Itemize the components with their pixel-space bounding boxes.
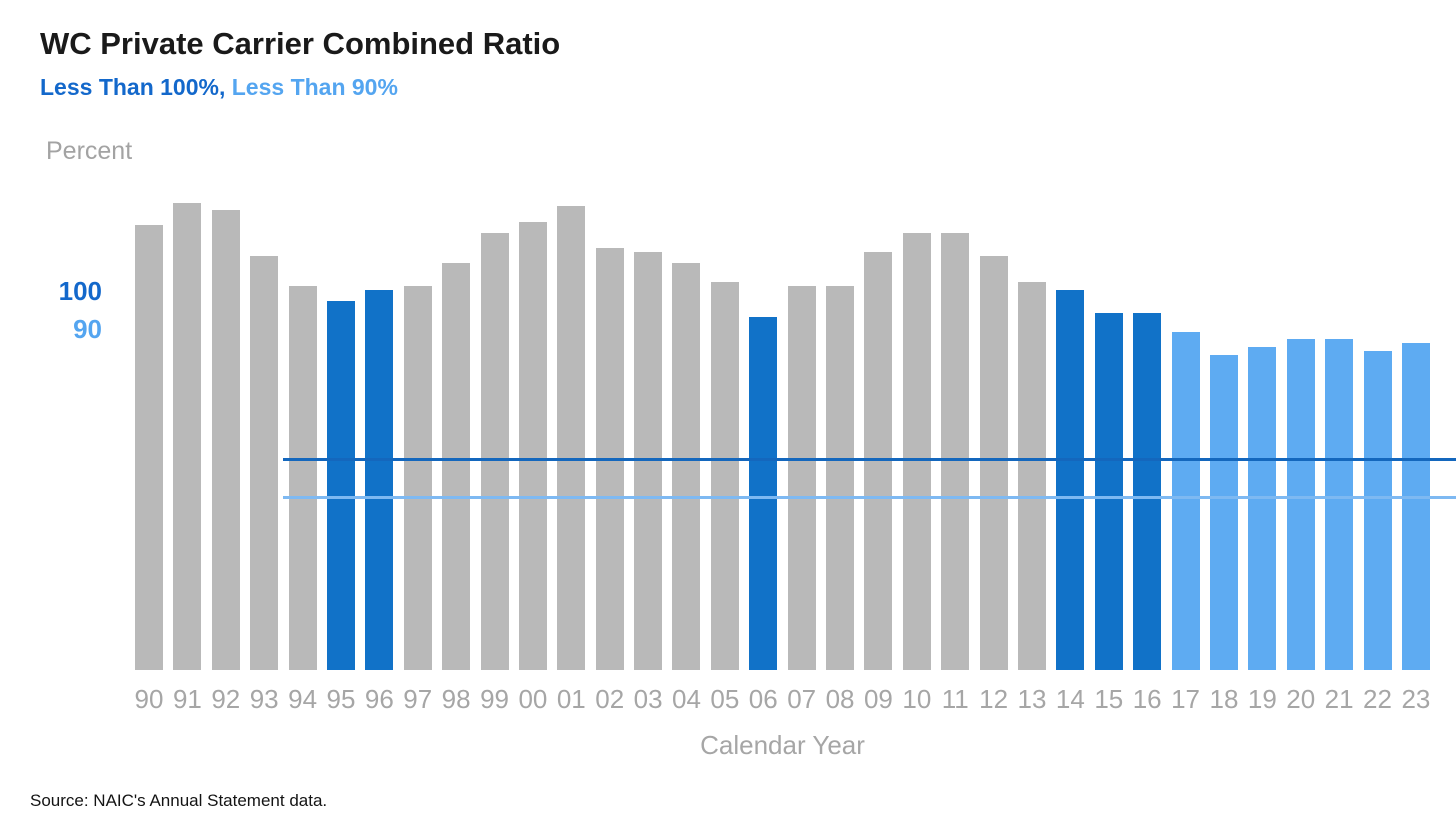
x-tick-95: 95 (326, 684, 356, 714)
x-tick-17: 17 (1171, 684, 1201, 714)
chart-title: WC Private Carrier Combined Ratio (40, 26, 561, 61)
bar-05 (710, 282, 739, 670)
bar-97 (403, 286, 432, 670)
x-tick-10: 10 (902, 684, 932, 714)
bar-18 (1209, 354, 1238, 670)
subtitle-less-than-90: Less Than 90% (231, 74, 398, 100)
bar-09 (864, 252, 893, 670)
bar-92 (211, 210, 240, 670)
bar-17 (1171, 331, 1200, 670)
bar-13 (1017, 282, 1046, 670)
bar-20 (1286, 339, 1315, 670)
x-tick-93: 93 (249, 684, 279, 714)
bar-93 (250, 255, 279, 670)
x-tick-18: 18 (1209, 684, 1239, 714)
bar-91 (173, 202, 202, 670)
bars-container (135, 170, 1430, 670)
x-tick-07: 07 (787, 684, 817, 714)
y-tick-90: 90 (73, 314, 102, 344)
x-tick-06: 06 (748, 684, 778, 714)
x-tick-11: 11 (941, 684, 969, 714)
x-tick-08: 08 (825, 684, 855, 714)
bar-22 (1363, 350, 1392, 670)
x-tick-91: 91 (172, 684, 202, 714)
bar-07 (787, 286, 816, 670)
x-tick-23: 23 (1401, 684, 1431, 714)
bar-14 (1056, 290, 1085, 670)
x-tick-21: 21 (1324, 684, 1354, 714)
x-axis-title: Calendar Year (700, 730, 865, 760)
bar-99 (480, 233, 509, 670)
bar-94 (288, 286, 317, 670)
x-tick-94: 94 (288, 684, 318, 714)
bar-21 (1325, 339, 1354, 670)
bar-08 (826, 286, 855, 670)
bar-03 (634, 252, 663, 670)
bar-04 (672, 263, 701, 670)
bar-96 (365, 290, 394, 670)
x-tick-98: 98 (441, 684, 471, 714)
x-tick-15: 15 (1094, 684, 1124, 714)
bar-11 (941, 233, 970, 670)
x-tick-09: 09 (863, 684, 893, 714)
x-tick-00: 00 (518, 684, 548, 714)
bar-90 (135, 225, 163, 670)
bar-06 (749, 316, 778, 670)
bar-10 (902, 233, 931, 670)
x-tick-02: 02 (595, 684, 625, 714)
bar-23 (1401, 343, 1430, 670)
x-tick-97: 97 (403, 684, 433, 714)
bar-00 (518, 221, 547, 670)
x-tick-14: 14 (1055, 684, 1085, 714)
x-tick-04: 04 (672, 684, 701, 714)
x-tick-03: 03 (633, 684, 663, 714)
y-tick-100: 100 (58, 276, 102, 306)
bar-16 (1133, 312, 1162, 670)
x-tick-92: 92 (211, 684, 241, 714)
source-note: Source: NAIC's Annual Statement data. (30, 791, 328, 810)
chart-subtitle: Less Than 100%, Less Than 90% (40, 74, 398, 101)
bar-95 (326, 301, 355, 670)
x-tick-16: 16 (1132, 684, 1162, 714)
x-tick-01: 01 (556, 684, 586, 714)
x-tick-96: 96 (364, 684, 394, 714)
bar-01 (557, 206, 586, 670)
bar-98 (442, 263, 471, 670)
x-tick-90: 90 (134, 684, 164, 714)
bar-12 (979, 255, 1008, 670)
x-tick-19: 19 (1247, 684, 1277, 714)
x-tick-12: 12 (979, 684, 1009, 714)
x-tick-99: 99 (480, 684, 509, 714)
bar-19 (1248, 347, 1277, 670)
x-tick-20: 20 (1286, 684, 1316, 714)
bar-plot-area (135, 170, 1456, 670)
x-tick-13: 13 (1017, 684, 1047, 714)
x-tick-labels: 90 91 92 93 94 95 96 97 98 99 00 01 02 03 04 05 06 07 08 09… (134, 684, 1431, 715)
refline-90 (283, 496, 1456, 499)
x-tick-22: 22 (1363, 684, 1392, 714)
bar-15 (1094, 312, 1123, 670)
refline-100 (283, 458, 1456, 461)
y-axis-unit-label: Percent (46, 137, 133, 165)
subtitle-less-than-100: Less Than 100%, (40, 74, 226, 100)
x-tick-05: 05 (710, 684, 740, 714)
